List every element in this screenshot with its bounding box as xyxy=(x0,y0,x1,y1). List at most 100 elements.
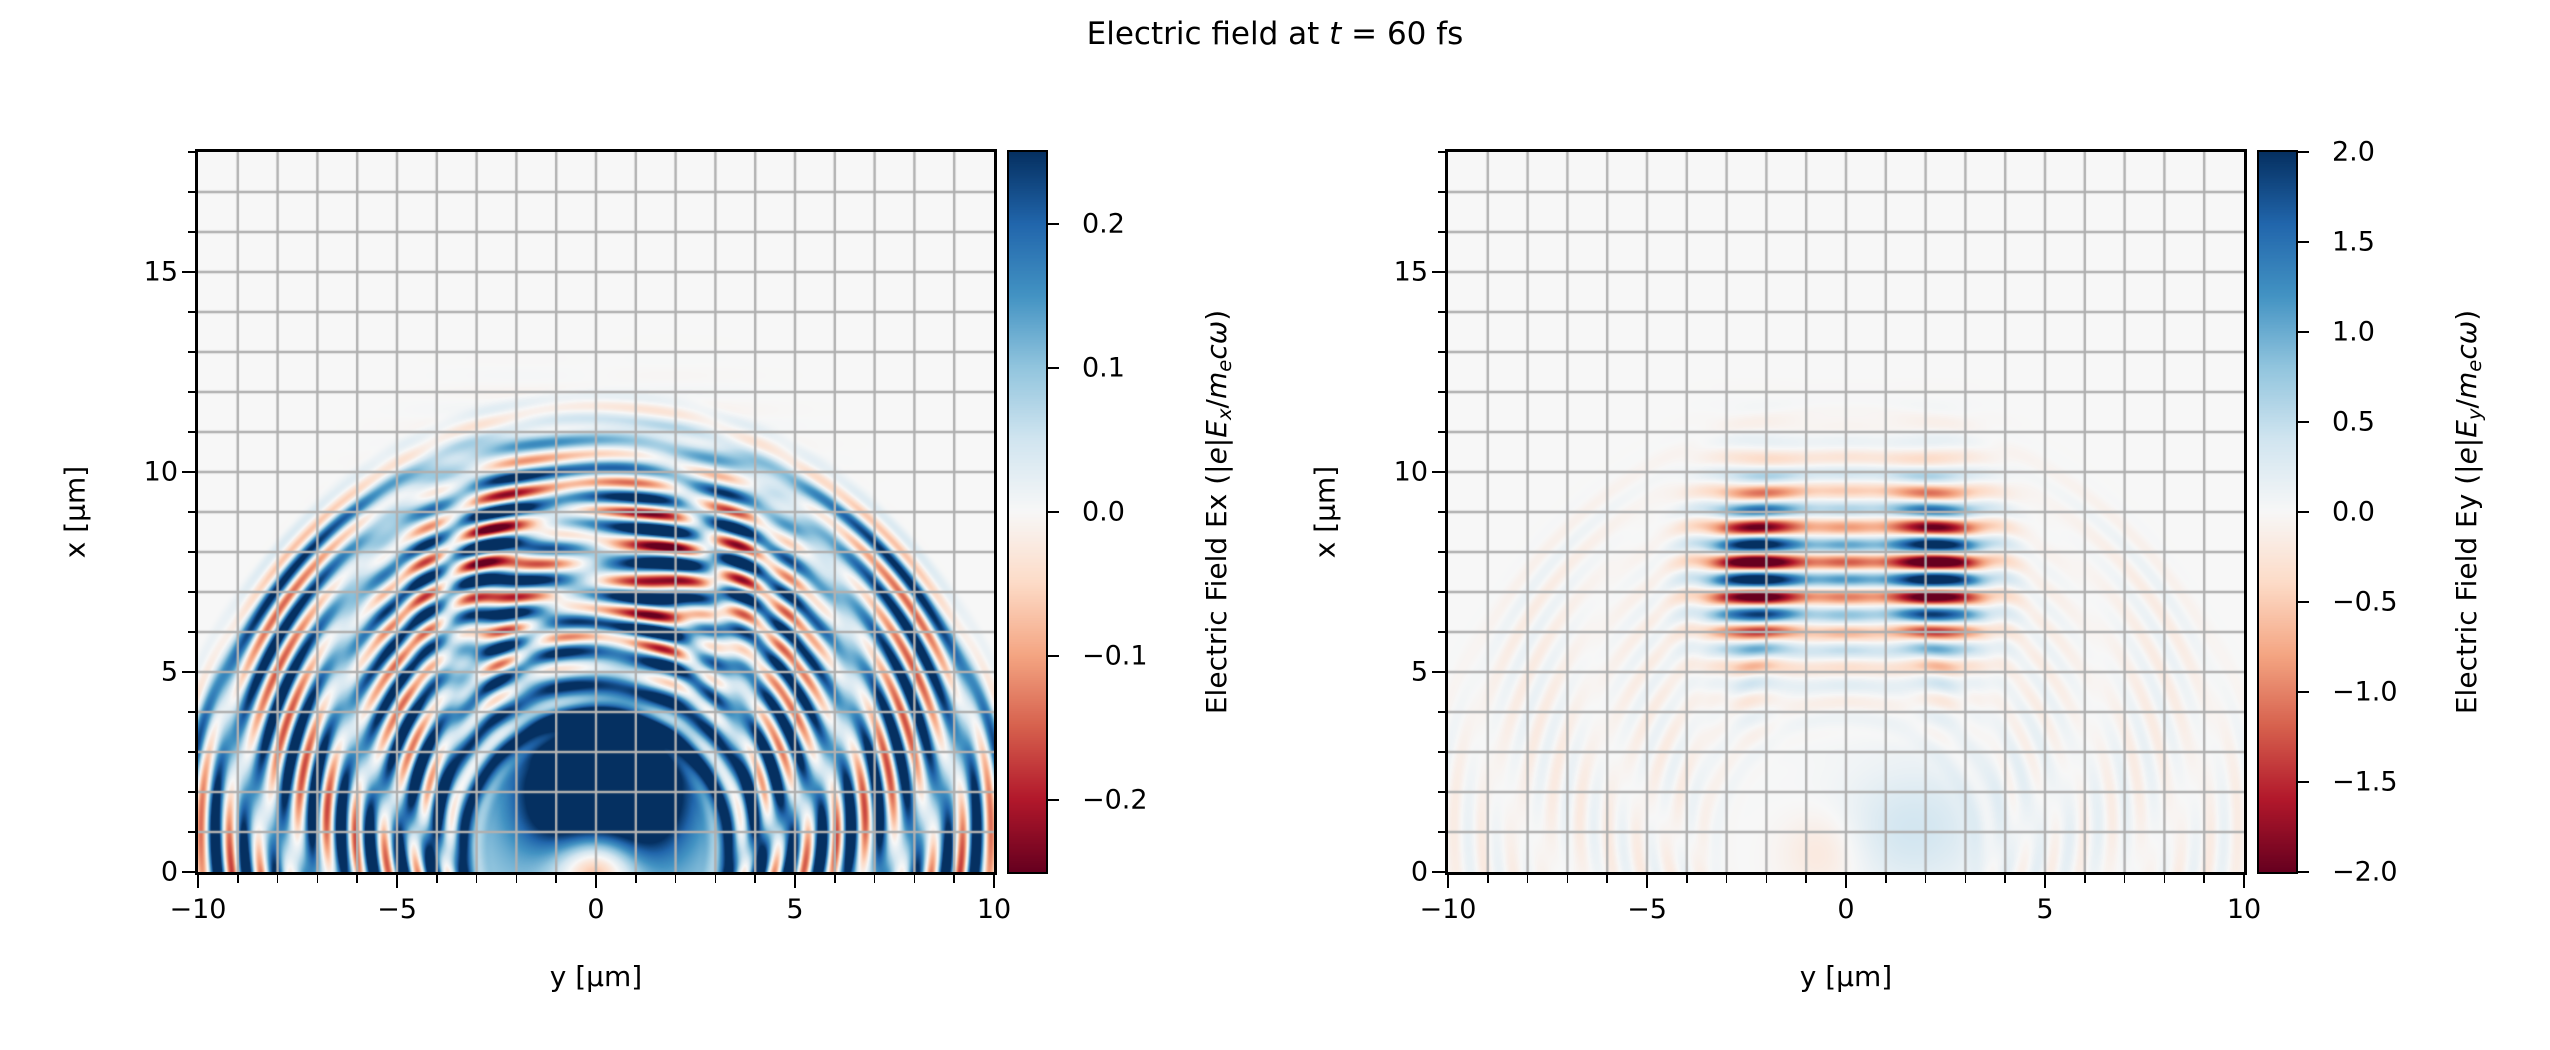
text-segment: e xyxy=(1212,359,1236,372)
x-major-tick xyxy=(196,875,200,888)
y-major-tick xyxy=(1432,270,1445,274)
x-minor-tick xyxy=(1486,875,1489,883)
y-major-tick xyxy=(1432,470,1445,474)
text-segment: c xyxy=(1200,344,1234,360)
x-minor-tick xyxy=(2123,875,2126,883)
y-tick-label: 15 xyxy=(143,256,178,288)
colorbar-tick xyxy=(2298,150,2309,154)
colorbar-tick xyxy=(1048,366,1059,370)
y-minor-tick xyxy=(1437,151,1445,153)
x-tick-label: 0 xyxy=(587,894,605,925)
colorbar-tick-label: −0.2 xyxy=(1082,784,1148,816)
x-minor-tick xyxy=(873,875,876,883)
x-major-tick xyxy=(1844,875,1848,888)
heatmap-panel-ey xyxy=(1445,149,2247,875)
x-minor-tick xyxy=(833,875,836,883)
text-segment: x xyxy=(1212,408,1236,421)
y-minor-tick xyxy=(187,631,195,633)
colorbar-tick-label: −0.5 xyxy=(2332,586,2398,618)
colorbar-tick xyxy=(2298,510,2309,514)
x-minor-tick xyxy=(754,875,757,883)
text-segment: ) xyxy=(2450,309,2484,321)
x-minor-tick xyxy=(1964,875,1967,883)
x-minor-tick xyxy=(435,875,438,883)
text-segment: Electric field at xyxy=(1086,16,1330,52)
text-segment: ) xyxy=(1200,309,1234,321)
x-tick-label: 10 xyxy=(2226,894,2262,925)
y-minor-tick xyxy=(187,311,195,313)
y-minor-tick xyxy=(187,751,195,753)
y-minor-tick xyxy=(187,151,195,153)
text-segment: t xyxy=(1329,16,1342,52)
y-minor-tick xyxy=(1437,711,1445,713)
heatmap-panel-ex xyxy=(195,149,997,875)
x-major-tick xyxy=(1446,875,1450,888)
x-tick-label: −5 xyxy=(1627,894,1667,925)
x-minor-tick xyxy=(2004,875,2007,883)
colorbar-tick xyxy=(1048,654,1059,658)
y-minor-tick xyxy=(187,791,195,793)
x-tick-label: 5 xyxy=(786,894,804,925)
x-axis-label-ey: y [μm] xyxy=(1799,960,1893,993)
text-segment: E xyxy=(2450,420,2484,438)
text-segment: Electric Field Ex (| xyxy=(1200,464,1234,715)
figure-title: Electric field at t = 60 fs xyxy=(0,16,2550,52)
y-minor-tick xyxy=(187,431,195,433)
colorbar-tick xyxy=(1048,222,1059,226)
x-minor-tick xyxy=(1805,875,1808,883)
x-minor-tick xyxy=(356,875,359,883)
x-minor-tick xyxy=(674,875,677,883)
colorbar-tick xyxy=(2298,420,2309,424)
x-tick-label: −10 xyxy=(1419,894,1477,925)
x-minor-tick xyxy=(1685,875,1688,883)
y-minor-tick xyxy=(1437,191,1445,193)
colorbar-tick-label: 0.0 xyxy=(2332,496,2375,528)
y-minor-tick xyxy=(1437,431,1445,433)
x-minor-tick xyxy=(475,875,478,883)
x-minor-tick xyxy=(634,875,637,883)
y-minor-tick xyxy=(1437,791,1445,793)
y-tick-label: 10 xyxy=(143,456,178,488)
y-major-tick xyxy=(182,470,195,474)
colorbar-label-ey: Electric Field Ey (|e|Ey/mecω) xyxy=(2450,310,2486,714)
x-tick-label: 0 xyxy=(1837,894,1855,925)
colorbar-tick-label: −1.5 xyxy=(2332,766,2398,798)
x-minor-tick xyxy=(276,875,279,883)
y-minor-tick xyxy=(187,391,195,393)
colorbar-tick-label: 1.5 xyxy=(2332,226,2375,258)
y-minor-tick xyxy=(187,711,195,713)
x-minor-tick xyxy=(1884,875,1887,883)
y-minor-tick xyxy=(1437,351,1445,353)
colorbar-ey xyxy=(2257,150,2298,874)
y-tick-label: 10 xyxy=(1393,456,1428,488)
y-major-tick xyxy=(182,670,195,674)
x-minor-tick xyxy=(1725,875,1728,883)
y-minor-tick xyxy=(187,831,195,833)
text-segment: / xyxy=(2450,399,2484,409)
y-tick-label: 5 xyxy=(160,656,178,688)
y-minor-tick xyxy=(1437,551,1445,553)
y-minor-tick xyxy=(1437,391,1445,393)
colorbar-tick xyxy=(1048,510,1059,514)
x-major-tick xyxy=(2043,875,2047,888)
text-segment: e xyxy=(1200,447,1234,465)
colorbar-tick xyxy=(2298,690,2309,694)
y-tick-label: 15 xyxy=(1393,256,1428,288)
colorbar-tick-label: 2.0 xyxy=(2332,136,2375,168)
y-major-tick xyxy=(1432,870,1445,874)
colorbar-label-ex: Electric Field Ex (|e|Ex/mecω) xyxy=(1200,310,1236,714)
x-major-tick xyxy=(992,875,996,888)
x-major-tick xyxy=(793,875,797,888)
text-segment: c xyxy=(2450,344,2484,360)
colorbar-tick-label: −0.1 xyxy=(1082,640,1148,672)
x-axis-label-ex: y [μm] xyxy=(549,960,643,993)
x-minor-tick xyxy=(236,875,239,883)
y-minor-tick xyxy=(1437,831,1445,833)
y-minor-tick xyxy=(1437,511,1445,513)
x-major-tick xyxy=(395,875,399,888)
colorbar-tick-label: 0.5 xyxy=(2332,406,2375,438)
y-major-tick xyxy=(182,270,195,274)
colorbar-gradient-ey xyxy=(2259,152,2296,872)
x-minor-tick xyxy=(316,875,319,883)
y-tick-label: 5 xyxy=(1410,656,1428,688)
